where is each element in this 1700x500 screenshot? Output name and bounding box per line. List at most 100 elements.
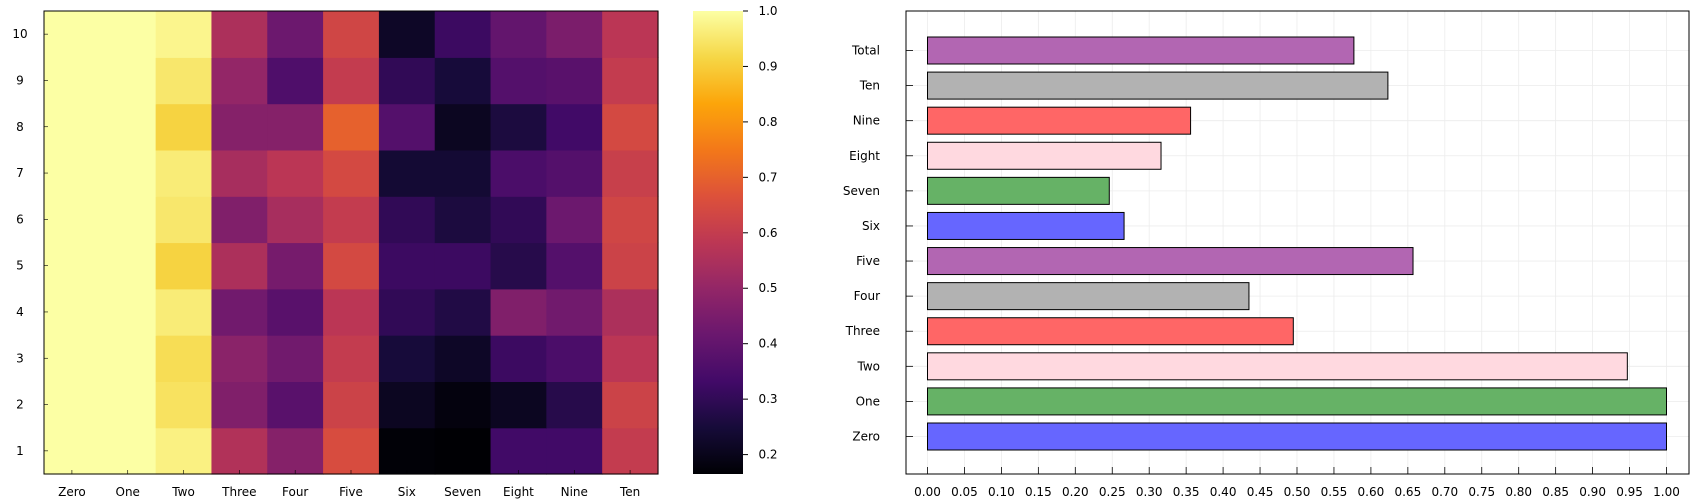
heatmap-cell (211, 11, 268, 58)
colorbar-tick-label: 0.5 (758, 281, 777, 295)
colorbar-tick-label: 0.7 (758, 170, 777, 184)
y-tick-label: Nine (853, 114, 880, 128)
bar (927, 176, 1110, 205)
bar (927, 36, 1355, 65)
y-tick-label: Six (862, 219, 880, 233)
heatmap-cell (602, 57, 659, 105)
heatmap-cell (323, 11, 380, 58)
y-tick-label: Four (854, 289, 880, 303)
heatmap-cell (44, 57, 101, 105)
x-tick-label: 0.95 (1616, 485, 1643, 499)
y-tick-label: 3 (16, 351, 24, 365)
heatmap-cell (99, 149, 157, 197)
heatmap-cell (378, 288, 436, 336)
heatmap-cell (99, 103, 157, 151)
y-tick-label: Eight (849, 149, 880, 163)
heatmap-cell (434, 57, 492, 105)
heatmap-cell (546, 11, 603, 58)
heatmap-cell (99, 335, 157, 382)
heatmap-cell (99, 196, 157, 244)
x-tick-label: 1.00 (1653, 485, 1680, 499)
bar (927, 211, 1125, 240)
heatmap-cell (155, 149, 213, 197)
x-tick-label: 0.15 (1025, 485, 1052, 499)
heatmap-cell (155, 335, 213, 382)
heatmap-cell (378, 103, 436, 151)
colorbar-tick-label: 0.6 (758, 226, 777, 240)
x-tick-label: 0.20 (1062, 485, 1089, 499)
heatmap-cell (44, 11, 101, 58)
heatmap-cell (99, 57, 157, 105)
heatmap-cell (267, 149, 324, 197)
heatmap-cell (490, 381, 547, 429)
y-tick-label: 1 (16, 444, 24, 458)
y-tick-label: Total (851, 44, 880, 58)
x-tick-label: 0.35 (1173, 485, 1200, 499)
heatmap-cell (267, 335, 324, 382)
heatmap-cell (44, 242, 101, 290)
heatmap-cell (490, 149, 547, 197)
x-tick-label: Zero (58, 485, 86, 499)
x-tick-label: Five (339, 485, 363, 499)
heatmap-cell (490, 288, 547, 336)
colorbar-tick-label: 0.4 (758, 337, 777, 351)
heatmap-cell (602, 242, 659, 290)
heatmap-cell (155, 103, 213, 151)
bar (927, 422, 1667, 451)
heatmap-cell (44, 288, 101, 336)
heatmap-cell (155, 288, 213, 336)
heatmap-cell (546, 196, 603, 244)
heatmap-chart: Zero One Two Three Four Five Six Seven Eight Nine… (12, 10, 659, 499)
x-tick-label: 0.75 (1468, 485, 1495, 499)
heatmap-cell (267, 381, 324, 429)
heatmap-cell (602, 381, 659, 429)
bar (927, 317, 1294, 346)
x-tick-label: 0.50 (1284, 485, 1311, 499)
heatmap-cell (44, 381, 101, 429)
heatmap-cell (323, 196, 380, 244)
x-tick-label: Six (398, 485, 416, 499)
heatmap-cell (434, 196, 492, 244)
heatmap-cell (490, 427, 547, 475)
heatmap-cell (378, 149, 436, 197)
heatmap-cell (546, 149, 603, 197)
colorbar-tick-label: 0.9 (758, 59, 777, 73)
heatmap-cell (44, 335, 101, 382)
x-tick-label: 0.10 (988, 485, 1015, 499)
heatmap-cell (602, 149, 659, 197)
x-tick-label: Two (171, 485, 195, 499)
heatmap-cell (267, 242, 324, 290)
y-tick-label: Zero (852, 430, 880, 444)
y-tick-label: 4 (16, 305, 24, 319)
x-tick-label: 0.45 (1247, 485, 1274, 499)
bar-chart: Zero One Two Three Four Five Six Seven Eight Nine… (843, 10, 1690, 499)
heatmap-cell (267, 196, 324, 244)
x-tick-label: 0.65 (1394, 485, 1421, 499)
heatmap-cell (155, 427, 213, 475)
heatmap-cell (155, 11, 213, 58)
y-tick-label: Two (857, 359, 881, 373)
heatmap-cell (99, 242, 157, 290)
heatmap-cell (602, 335, 659, 382)
heatmap-cell (267, 57, 324, 105)
heatmap-cell (44, 196, 101, 244)
y-tick-label: Seven (843, 184, 880, 198)
colorbar-tick-label: 0.2 (758, 448, 777, 462)
colorbar: 0.2 0.3 0.4 0.5 0.6 0.7 0.8 0.9 1.0 (693, 4, 778, 474)
heatmap-cell (434, 288, 492, 336)
heatmap-cell (211, 196, 268, 244)
bar-chart-frame (905, 10, 1690, 475)
heatmap-cell (378, 196, 436, 244)
y-tick-label: One (856, 394, 880, 408)
heatmap-cell (267, 288, 324, 336)
x-tick-label: Ten (619, 485, 640, 499)
x-tick-label: One (116, 485, 140, 499)
y-tick-label: 5 (16, 259, 24, 273)
heatmap-cell (323, 103, 380, 151)
heatmap-cell (211, 381, 268, 429)
heatmap-cell (434, 11, 492, 58)
heatmap-cell (267, 103, 324, 151)
heatmap-cell (155, 196, 213, 244)
bar (927, 71, 1389, 100)
heatmap-cell (602, 196, 659, 244)
